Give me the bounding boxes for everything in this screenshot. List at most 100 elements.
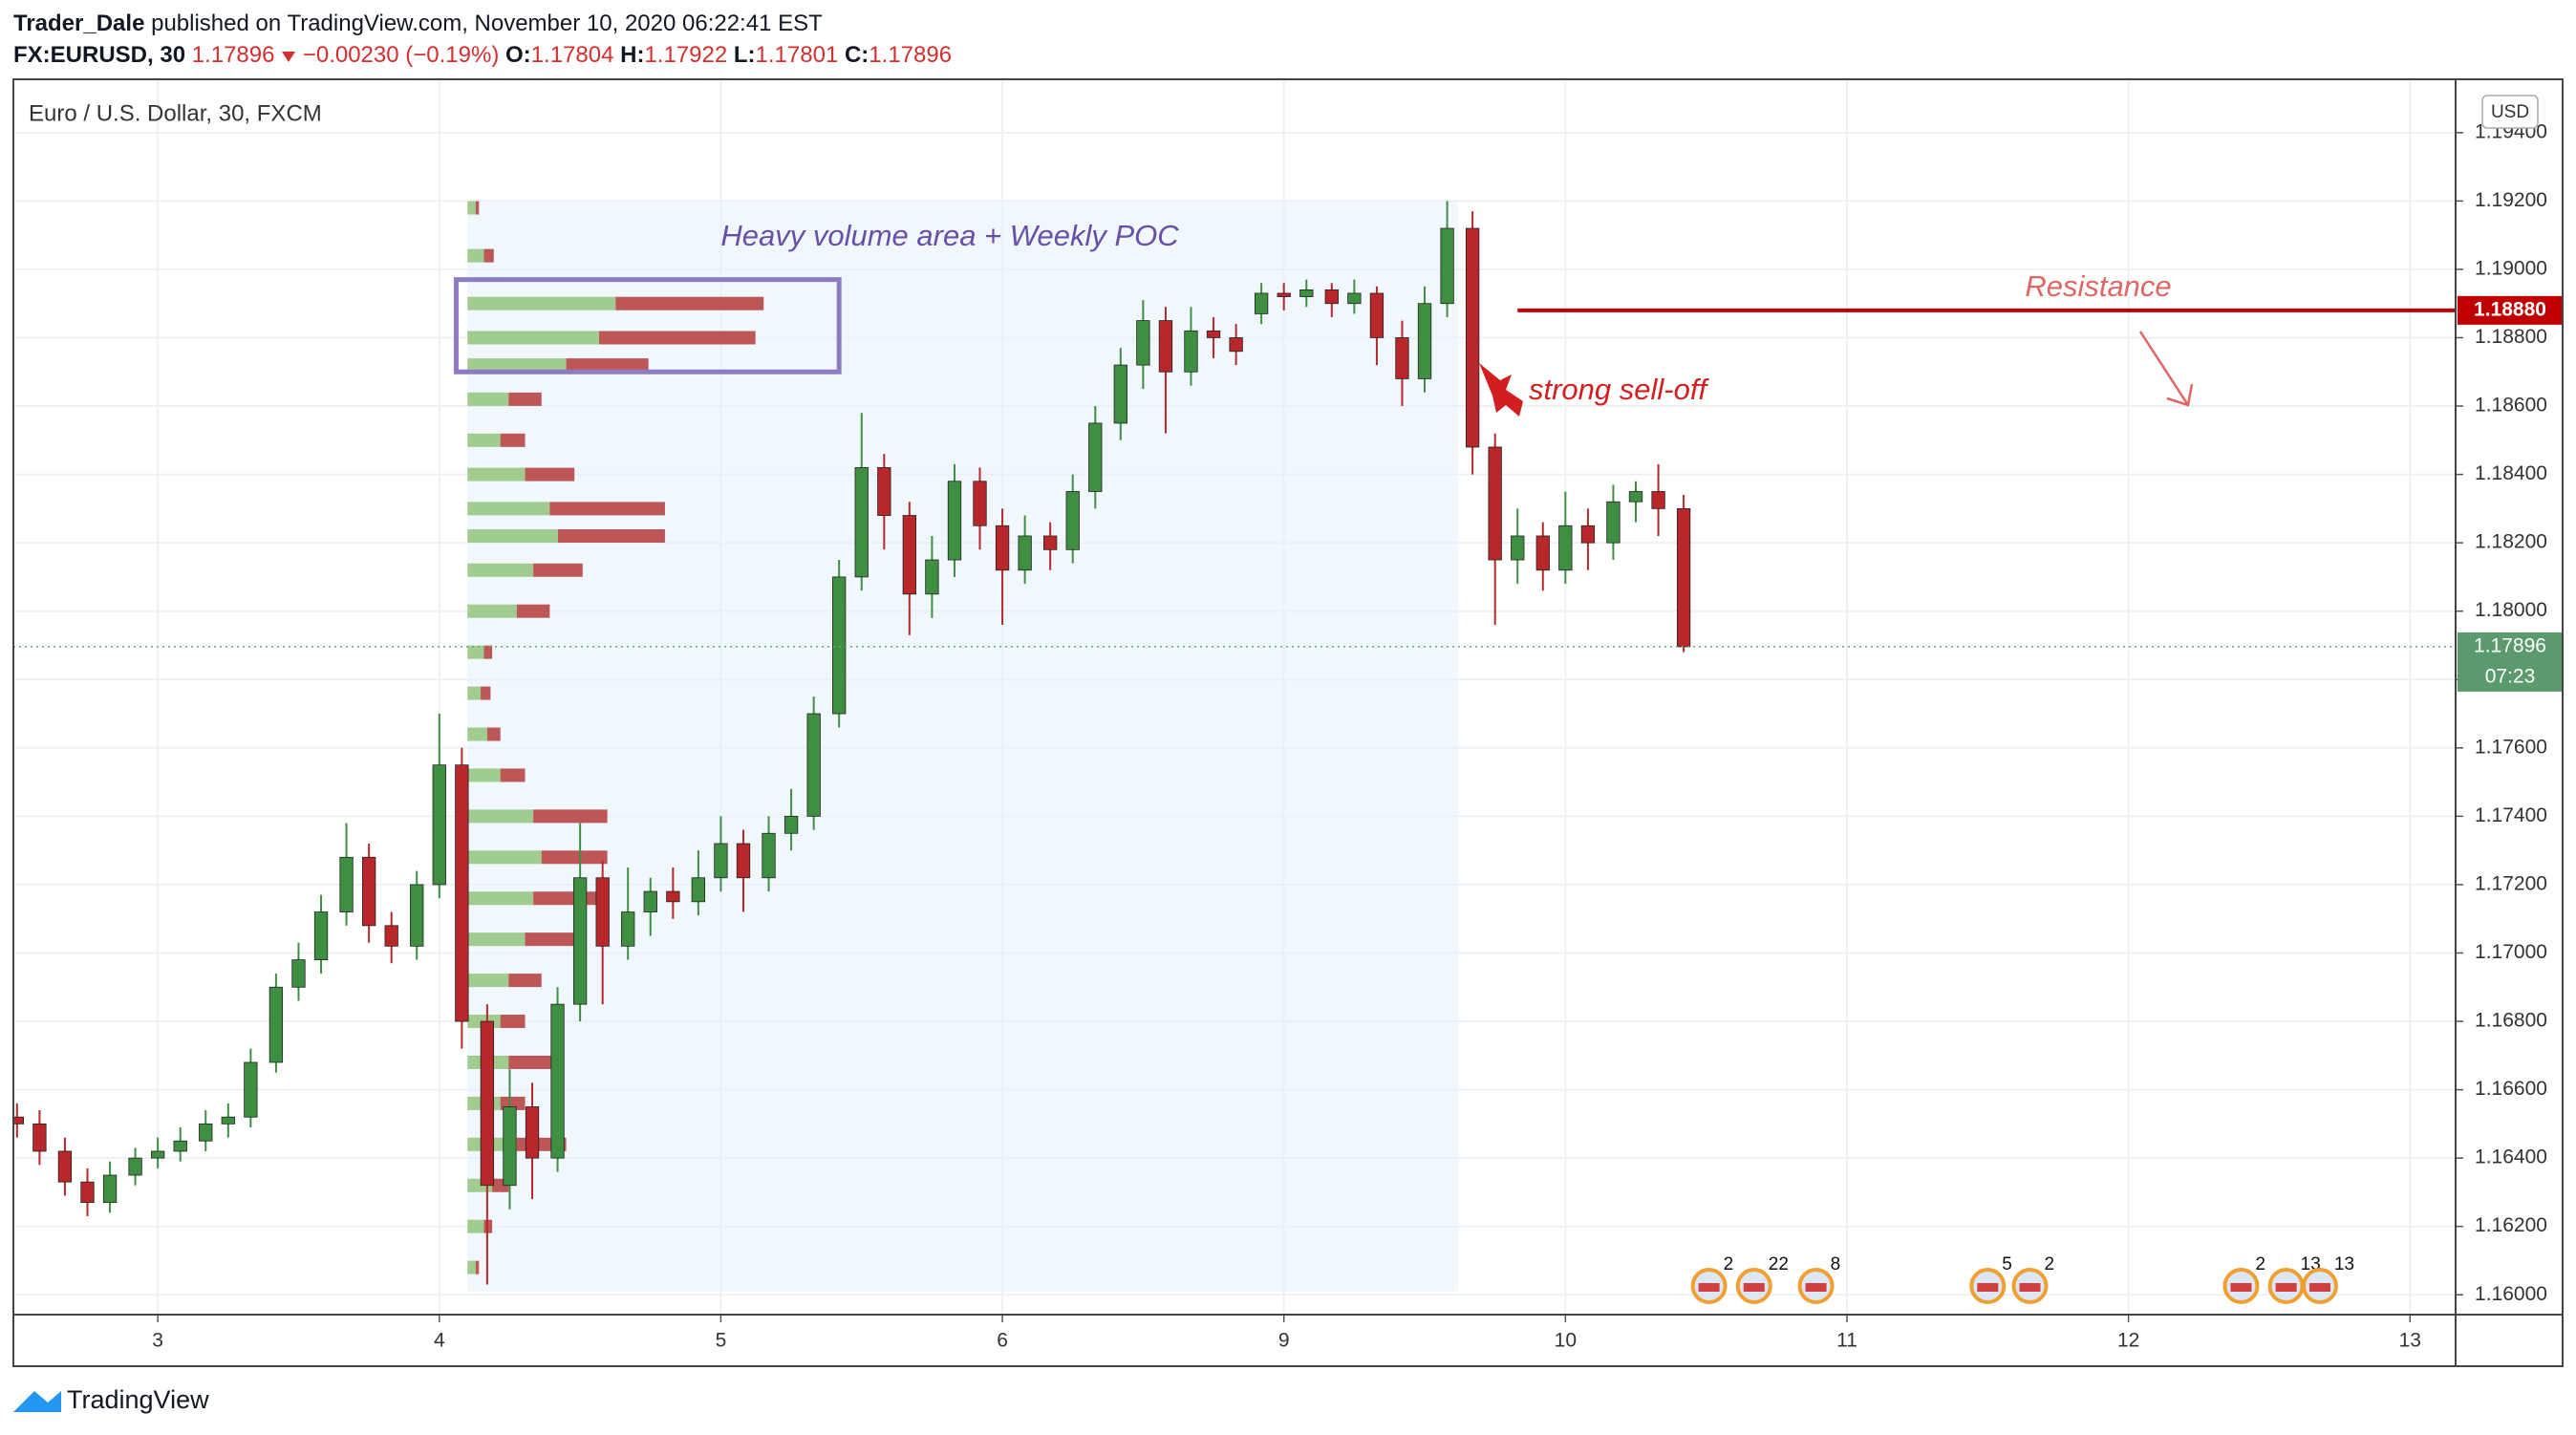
profile-buy — [467, 974, 509, 988]
footer-brand: TradingView — [67, 1385, 209, 1414]
event-label: 2 — [2045, 1254, 2055, 1274]
currency: USD — [2491, 102, 2529, 122]
candle-body — [525, 1106, 540, 1159]
event-icon — [2222, 1268, 2260, 1304]
candle-body — [361, 856, 376, 927]
y-tick-label: 1.19000 — [2475, 257, 2547, 279]
published: published on TradingView.com, November 1… — [151, 11, 823, 36]
profile-sell — [508, 1055, 558, 1069]
profile-sell — [500, 768, 526, 782]
event-flag — [2019, 1283, 2041, 1292]
candle-body — [550, 1003, 565, 1159]
selloff-icon — [1479, 363, 1523, 417]
x-tick-label: 11 — [1836, 1330, 1857, 1352]
y-tick-label: 1.18600 — [2475, 395, 2547, 417]
candle-body — [736, 843, 751, 879]
profile-sell — [481, 686, 491, 700]
candle-body — [13, 1116, 24, 1124]
profile-buy — [467, 358, 567, 373]
candle-body — [832, 576, 847, 715]
profile-sell — [508, 392, 542, 406]
profile-buy — [467, 433, 501, 447]
event-icon — [1797, 1268, 1835, 1304]
profile-sell — [500, 433, 526, 447]
profile-range — [467, 201, 1459, 1292]
candle-body — [1324, 289, 1339, 305]
event-label: 2 — [1724, 1254, 1734, 1274]
event-icon — [1969, 1268, 2007, 1304]
candle-body — [621, 911, 635, 947]
candle-body — [784, 815, 799, 834]
publish-line: Trader_Dale published on TradingView.com… — [13, 8, 952, 39]
candle-body — [1136, 320, 1150, 366]
profile-sell — [483, 1219, 493, 1233]
profile-buy — [467, 604, 517, 618]
profile-sell — [500, 1096, 526, 1110]
candle-body — [80, 1181, 95, 1204]
profile-buy — [467, 891, 534, 906]
y-tick-label: 1.19200 — [2475, 189, 2547, 211]
profile-sell — [533, 809, 608, 824]
candle-body — [1417, 303, 1432, 379]
y-tick-label: 1.18200 — [2475, 531, 2547, 553]
profile-buy — [467, 248, 484, 263]
profile-sell — [525, 467, 575, 482]
candle-body — [57, 1150, 73, 1183]
profile-sell — [483, 645, 493, 659]
event-flag — [1698, 1283, 1720, 1292]
quote-line: FX:EURUSD, 30 1.17896 −0.00230 (−0.19%) … — [13, 39, 952, 71]
candle-body — [221, 1116, 235, 1124]
candle-body — [854, 467, 869, 578]
profile-sell — [525, 932, 575, 947]
profile-sell — [557, 528, 665, 543]
y-tick-label: 1.17200 — [2475, 872, 2547, 894]
event-icon — [1735, 1268, 1772, 1304]
x-tick-label: 5 — [716, 1330, 727, 1352]
poc-text: Heavy volume area + Weekly POC — [720, 219, 1179, 252]
candle-body — [714, 843, 728, 879]
candle-body — [480, 1020, 495, 1187]
event-flag — [2308, 1283, 2330, 1292]
candle-body — [128, 1157, 142, 1176]
change: −0.00230 (−0.19%) — [302, 42, 500, 68]
candle-body — [1018, 535, 1032, 571]
profile-buy — [467, 768, 501, 782]
l-label: L: — [733, 42, 756, 68]
profile-sell — [615, 296, 764, 311]
profile-buy — [467, 467, 526, 482]
candle-body — [1511, 535, 1525, 561]
profile-buy — [467, 727, 487, 741]
profile-buy — [467, 392, 509, 406]
profile-buy — [467, 809, 534, 824]
y-tick-label: 1.18800 — [2475, 326, 2547, 348]
event-label: 13 — [2334, 1254, 2354, 1274]
l-value: 1.17801 — [755, 42, 839, 68]
profile-buy — [467, 1096, 501, 1110]
candle-body — [384, 925, 398, 947]
candle-body — [503, 1106, 517, 1187]
event-flag — [2230, 1283, 2252, 1292]
resistance-arrow — [2138, 331, 2190, 406]
candle-body — [1651, 491, 1665, 509]
event-flag — [1743, 1283, 1765, 1292]
profile-buy — [467, 1015, 501, 1029]
o-label: O: — [505, 42, 531, 68]
candle-body — [1065, 491, 1080, 550]
event-icon — [2011, 1268, 2049, 1304]
header: Trader_Dale published on TradingView.com… — [13, 8, 952, 71]
candle-body — [1580, 525, 1596, 544]
profile-buy — [467, 296, 616, 311]
candle-body — [877, 467, 891, 516]
candle-body — [1299, 289, 1314, 297]
candle-body — [1229, 337, 1243, 353]
candle-body — [1440, 227, 1454, 305]
event-icon — [1690, 1268, 1728, 1304]
candle-body — [268, 986, 284, 1063]
profile-sell — [533, 891, 608, 906]
profile-buy — [467, 563, 534, 577]
candle-body — [947, 481, 962, 561]
profile-sell — [516, 604, 550, 618]
currency-box — [2481, 95, 2539, 129]
event-flag — [2275, 1283, 2297, 1292]
candle-body — [1369, 292, 1385, 338]
